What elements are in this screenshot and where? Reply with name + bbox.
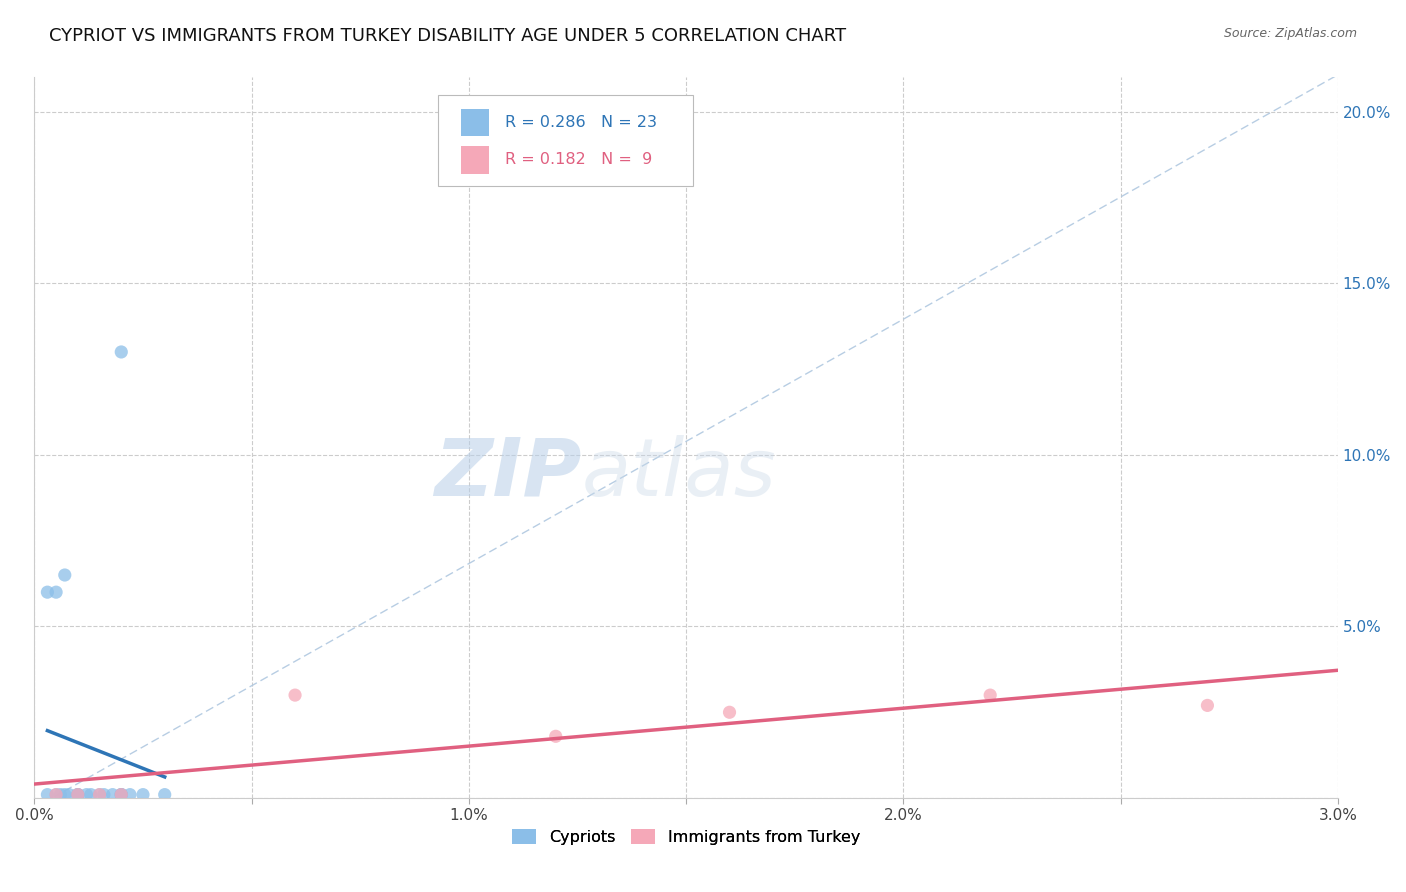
Point: [49, 788, 72, 802]
Point: [66, 788, 89, 802]
Point: [53, 568, 76, 582]
Point: [53, 788, 76, 802]
Point: [45, 788, 67, 802]
Point: [89, 788, 111, 802]
Point: [37, 585, 59, 599]
Point: [37, 788, 59, 802]
Point: [718, 706, 741, 720]
Point: [153, 788, 176, 802]
Point: [66, 788, 89, 802]
Point: [101, 788, 124, 802]
Point: [93, 788, 115, 802]
Point: [45, 585, 67, 599]
Bar: [461, 146, 489, 174]
Point: [89, 788, 111, 802]
Point: [110, 788, 132, 802]
Bar: [461, 109, 489, 136]
Text: Source: ZipAtlas.com: Source: ZipAtlas.com: [1223, 27, 1357, 40]
Point: [45, 788, 67, 802]
Text: CYPRIOT VS IMMIGRANTS FROM TURKEY DISABILITY AGE UNDER 5 CORRELATION CHART: CYPRIOT VS IMMIGRANTS FROM TURKEY DISABI…: [49, 27, 846, 45]
Point: [132, 788, 155, 802]
Point: [110, 788, 132, 802]
Point: [66, 788, 89, 802]
Point: [58, 788, 80, 802]
Point: [76, 788, 98, 802]
FancyBboxPatch shape: [439, 95, 693, 186]
Point: [66, 788, 89, 802]
Point: [1197, 698, 1219, 713]
Point: [80, 788, 103, 802]
Legend: Cypriots, Immigrants from Turkey: Cypriots, Immigrants from Turkey: [506, 822, 866, 851]
Text: R = 0.182   N =  9: R = 0.182 N = 9: [505, 153, 652, 168]
Point: [110, 345, 132, 359]
Point: [118, 788, 141, 802]
Text: atlas: atlas: [582, 434, 776, 513]
Point: [284, 688, 307, 702]
Point: [544, 729, 567, 743]
Point: [110, 788, 132, 802]
Text: ZIP: ZIP: [434, 434, 582, 513]
Point: [979, 688, 1001, 702]
Text: R = 0.286   N = 23: R = 0.286 N = 23: [505, 115, 657, 130]
Point: [110, 788, 132, 802]
